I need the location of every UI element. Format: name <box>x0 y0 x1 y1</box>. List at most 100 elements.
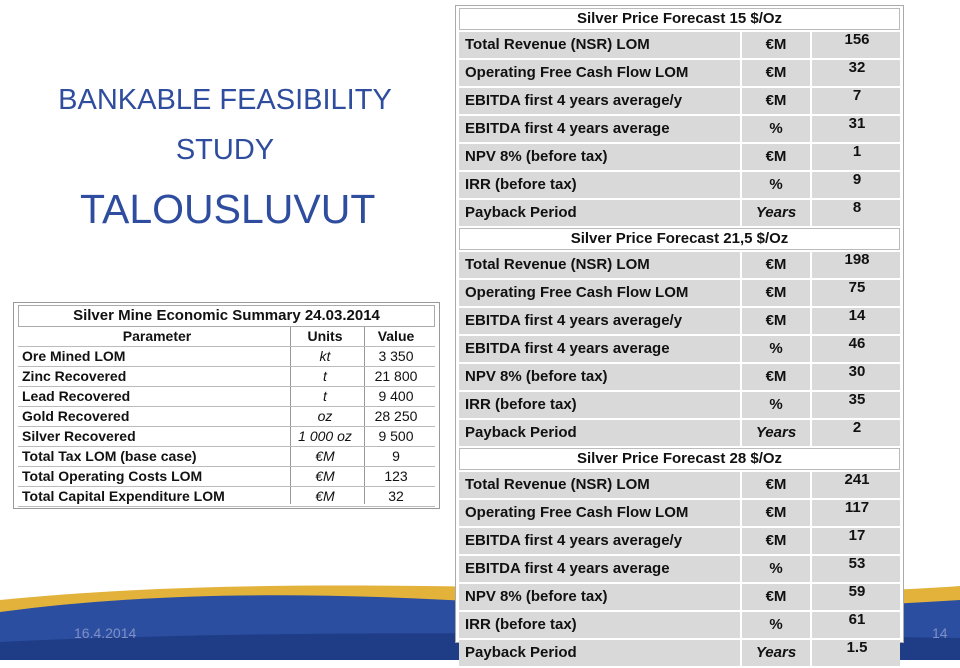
metric-value: 1.5 <box>846 639 868 656</box>
metric-value: 1 <box>852 143 862 160</box>
forecast-section-title: Silver Price Forecast 15 $/Oz <box>459 8 900 30</box>
forecast-row: Total Revenue (NSR) LOM €M 241 <box>459 471 900 500</box>
column-divider <box>740 420 742 446</box>
metric-label: Total Revenue (NSR) LOM <box>465 476 650 493</box>
value-cell: 9 500 <box>378 428 414 444</box>
summary-table-row: Zinc Recovered t 21 800 <box>18 367 435 387</box>
column-divider <box>810 144 812 170</box>
metric-value: 17 <box>848 527 866 544</box>
summary-table-row: Total Operating Costs LOM €M 123 <box>18 467 435 487</box>
metric-label: EBITDA first 4 years average <box>465 560 670 577</box>
column-divider <box>810 472 812 498</box>
forecast-row: IRR (before tax)% 61 <box>459 611 900 640</box>
column-divider <box>740 612 742 638</box>
column-divider <box>740 116 742 142</box>
slide-page-number: 14 <box>932 625 948 641</box>
column-divider <box>740 364 742 390</box>
column-divider <box>740 200 742 226</box>
parameter-cell: Total Operating Costs LOM <box>22 468 203 484</box>
column-divider <box>810 60 812 86</box>
metric-label: NPV 8% (before tax) <box>465 588 608 605</box>
forecast-row: EBITDA first 4 years average/y €M 14 <box>459 307 900 336</box>
metric-value: 30 <box>848 363 866 380</box>
parameter-cell: Total Capital Expenditure LOM <box>22 488 225 504</box>
metric-value: 32 <box>848 59 866 76</box>
column-divider <box>740 32 742 58</box>
metric-unit: €M <box>765 284 787 301</box>
column-divider <box>810 364 812 390</box>
metric-label: Total Revenue (NSR) LOM <box>465 256 650 273</box>
column-divider <box>810 500 812 526</box>
metric-unit: Years <box>755 644 797 661</box>
metric-label: Total Revenue (NSR) LOM <box>465 36 650 53</box>
column-divider <box>810 252 812 278</box>
column-divider <box>740 336 742 362</box>
column-divider <box>740 392 742 418</box>
column-divider <box>740 88 742 114</box>
forecast-row: Operating Free Cash Flow LOM €M 117 <box>459 499 900 528</box>
metric-unit: % <box>769 560 783 577</box>
value-cell: 9 <box>392 448 400 464</box>
forecast-row: IRR (before tax)% 35 <box>459 391 900 420</box>
column-divider <box>810 308 812 334</box>
forecast-row: Payback Period Years 8 <box>459 199 900 228</box>
forecast-section-title: Silver Price Forecast 21,5 $/Oz <box>459 228 900 250</box>
value-cell: 32 <box>388 488 404 504</box>
column-divider <box>740 280 742 306</box>
forecast-row: EBITDA first 4 years average% 31 <box>459 115 900 144</box>
units-cell: oz <box>317 408 333 424</box>
column-divider <box>740 252 742 278</box>
forecast-row: Payback Period Years 1.5 <box>459 639 900 668</box>
units-cell: €M <box>315 448 335 464</box>
metric-value: 198 <box>844 251 870 268</box>
summary-table-header-row: Parameter Units Value <box>18 327 435 347</box>
column-divider <box>810 88 812 114</box>
header-units: Units <box>307 328 343 344</box>
units-cell: €M <box>315 488 335 504</box>
metric-label: Operating Free Cash Flow LOM <box>465 284 689 301</box>
metric-label: EBITDA first 4 years average/y <box>465 312 683 329</box>
value-cell: 21 800 <box>374 368 418 384</box>
metric-value: 241 <box>844 471 870 488</box>
slide-title-line3: TALOUSLUVUT <box>80 186 376 232</box>
metric-value: 59 <box>848 583 866 600</box>
column-divider <box>740 144 742 170</box>
forecast-row: EBITDA first 4 years average/y €M 17 <box>459 527 900 556</box>
column-divider <box>810 584 812 610</box>
metric-unit: €M <box>765 148 787 165</box>
metric-value: 31 <box>848 115 866 132</box>
metric-value: 75 <box>848 279 866 296</box>
units-cell: t <box>323 388 327 404</box>
metric-label: NPV 8% (before tax) <box>465 368 608 385</box>
column-divider <box>810 528 812 554</box>
units-cell: 1 000 oz <box>298 428 352 444</box>
parameter-cell: Total Tax LOM (base case) <box>22 448 197 464</box>
metric-label: EBITDA first 4 years average <box>465 120 670 137</box>
metric-value: 53 <box>848 555 866 572</box>
column-divider <box>810 200 812 226</box>
metric-label: Operating Free Cash Flow LOM <box>465 504 689 521</box>
metric-value: 14 <box>848 307 866 324</box>
metric-value: 9 <box>852 171 862 188</box>
metric-unit: €M <box>765 368 787 385</box>
metric-unit: €M <box>765 64 787 81</box>
parameter-cell: Lead Recovered <box>22 388 131 404</box>
metric-label: Payback Period <box>465 204 577 221</box>
column-divider <box>810 420 812 446</box>
summary-table-row: Ore Mined LOM kt 3 350 <box>18 347 435 367</box>
forecast-row: EBITDA first 4 years average% 46 <box>459 335 900 364</box>
silver-price-forecast-table: Silver Price Forecast 15 $/Oz Total Reven… <box>455 5 904 668</box>
metric-label: EBITDA first 4 years average/y <box>465 532 683 549</box>
metric-value: 35 <box>848 391 866 408</box>
column-divider <box>364 327 365 504</box>
forecast-row: NPV 8% (before tax) €M 30 <box>459 363 900 392</box>
metric-label: EBITDA first 4 years average/y <box>465 92 683 109</box>
metric-unit: % <box>769 340 783 357</box>
metric-unit: Years <box>755 204 797 221</box>
forecast-row: Payback Period Years 2 <box>459 419 900 448</box>
column-divider <box>810 172 812 198</box>
slide-title-line1: BANKABLE FEASIBILITY <box>58 84 392 116</box>
metric-unit: €M <box>765 532 787 549</box>
summary-table-row: Gold Recovered oz 28 250 <box>18 407 435 427</box>
slide-title-line2: STUDY <box>175 134 275 166</box>
